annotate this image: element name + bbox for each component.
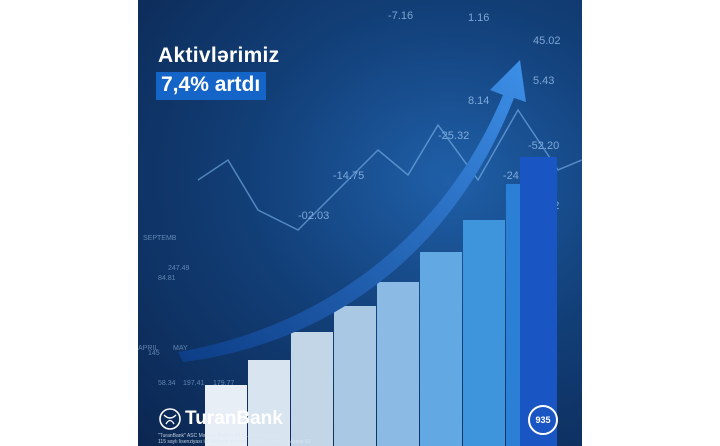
ticker-value: -7.16 [388,10,414,22]
hotline-badge: 935 [528,405,558,435]
ticker-value: 8.14 [468,95,490,107]
line-chart-background [197,108,582,231]
bar [463,220,505,446]
headline-title: Aktivlərimiz [158,44,280,67]
ticker-value: 84.81 [158,275,176,282]
bar [520,157,557,446]
bar [205,385,247,446]
growth-chart-illustration [178,60,582,446]
ticker-value: 5.43 [533,75,555,87]
headline-subtitle: 7,4% artdı [156,72,267,100]
ticker-value: 1.16 [468,12,490,24]
ticker-value: SEPTEMB [143,235,177,242]
bar [377,282,419,446]
ticker-value: 179.77 [213,380,235,387]
ticker-value: 197.41 [183,380,205,387]
legal-line-1: "TuranBank" ASC Mərkəzi Bankın 30.12.199… [158,433,283,439]
bar [420,252,462,446]
ticker-value: APRIL [138,345,159,352]
ticker-value: -25.32 [438,130,470,142]
brand-logo: TuranBank [158,407,283,431]
ticker-value: 45.02 [533,35,561,47]
ticker-value: -14.75 [333,170,365,182]
brand-name: TuranBank [185,408,283,429]
ticker-value: 58.34 [158,380,176,387]
ticker-value: 247.49 [168,265,190,272]
promo-poster: -7.16 1.16 45.02 5.43 8.14 -25.32 -52.20 -14.75… [138,0,582,446]
ticker-value: MAY [173,345,188,352]
ticker-value: -52.20 [528,140,560,152]
bar [291,332,333,446]
legal-line-2: 115 saylı lisenziyası ilə fəaliyyət göst… [158,439,311,445]
globe-icon [159,408,181,430]
ticker-value: -02.03 [298,210,330,222]
bar [248,360,290,446]
growth-arrow-icon [178,60,526,362]
ticker-value: 145 [148,350,160,357]
bar [334,306,376,446]
